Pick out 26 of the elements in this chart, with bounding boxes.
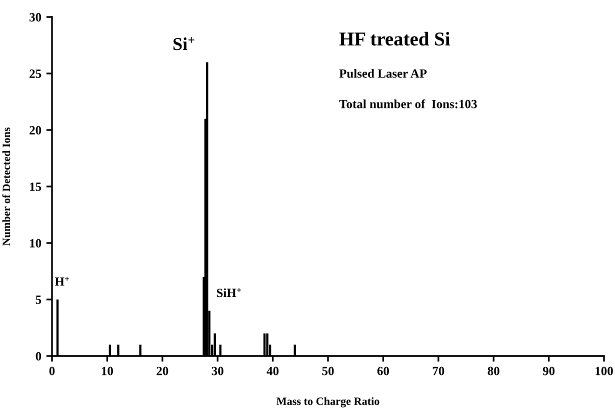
- x-tick-label: 10: [102, 366, 113, 376]
- annotation: Si$^{+}$: [173, 37, 194, 50]
- x-tick-label: 20: [156, 366, 168, 376]
- x-tick-label: 40: [266, 366, 279, 376]
- y-tick-label: 5: [36, 296, 42, 304]
- x-tick-label: 30: [212, 366, 224, 376]
- y-tick-label: 30: [30, 13, 42, 22]
- text: HF treated Si: [339, 32, 450, 46]
- text: Pulsed Laser AP: [339, 68, 427, 78]
- x-tick-label: 60: [377, 366, 389, 376]
- x-tick-label: 90: [542, 366, 555, 376]
- x-tick-label: 80: [488, 366, 500, 376]
- x-axis-title: Mass to Charge Ratio: [276, 397, 380, 408]
- annotation: Total number of Ions:103: [339, 99, 477, 108]
- x-tick-label: 0: [49, 366, 55, 376]
- y-tick-label: 20: [30, 126, 42, 134]
- x-tick-label: 50: [322, 366, 334, 376]
- y-axis-title: Number of Detected Ions: [2, 127, 10, 246]
- annotation: H$^{+}$: [54, 276, 70, 286]
- annotation: SiH$^{+}$: [216, 288, 242, 298]
- y-tick-label: 10: [30, 239, 42, 248]
- y-tick-label: 15: [30, 182, 42, 191]
- x-tick-label: 70: [432, 366, 444, 376]
- y-tick-label: 0: [36, 352, 42, 360]
- x-tick-label: 100: [596, 366, 613, 376]
- y-tick-label: 25: [30, 70, 42, 78]
